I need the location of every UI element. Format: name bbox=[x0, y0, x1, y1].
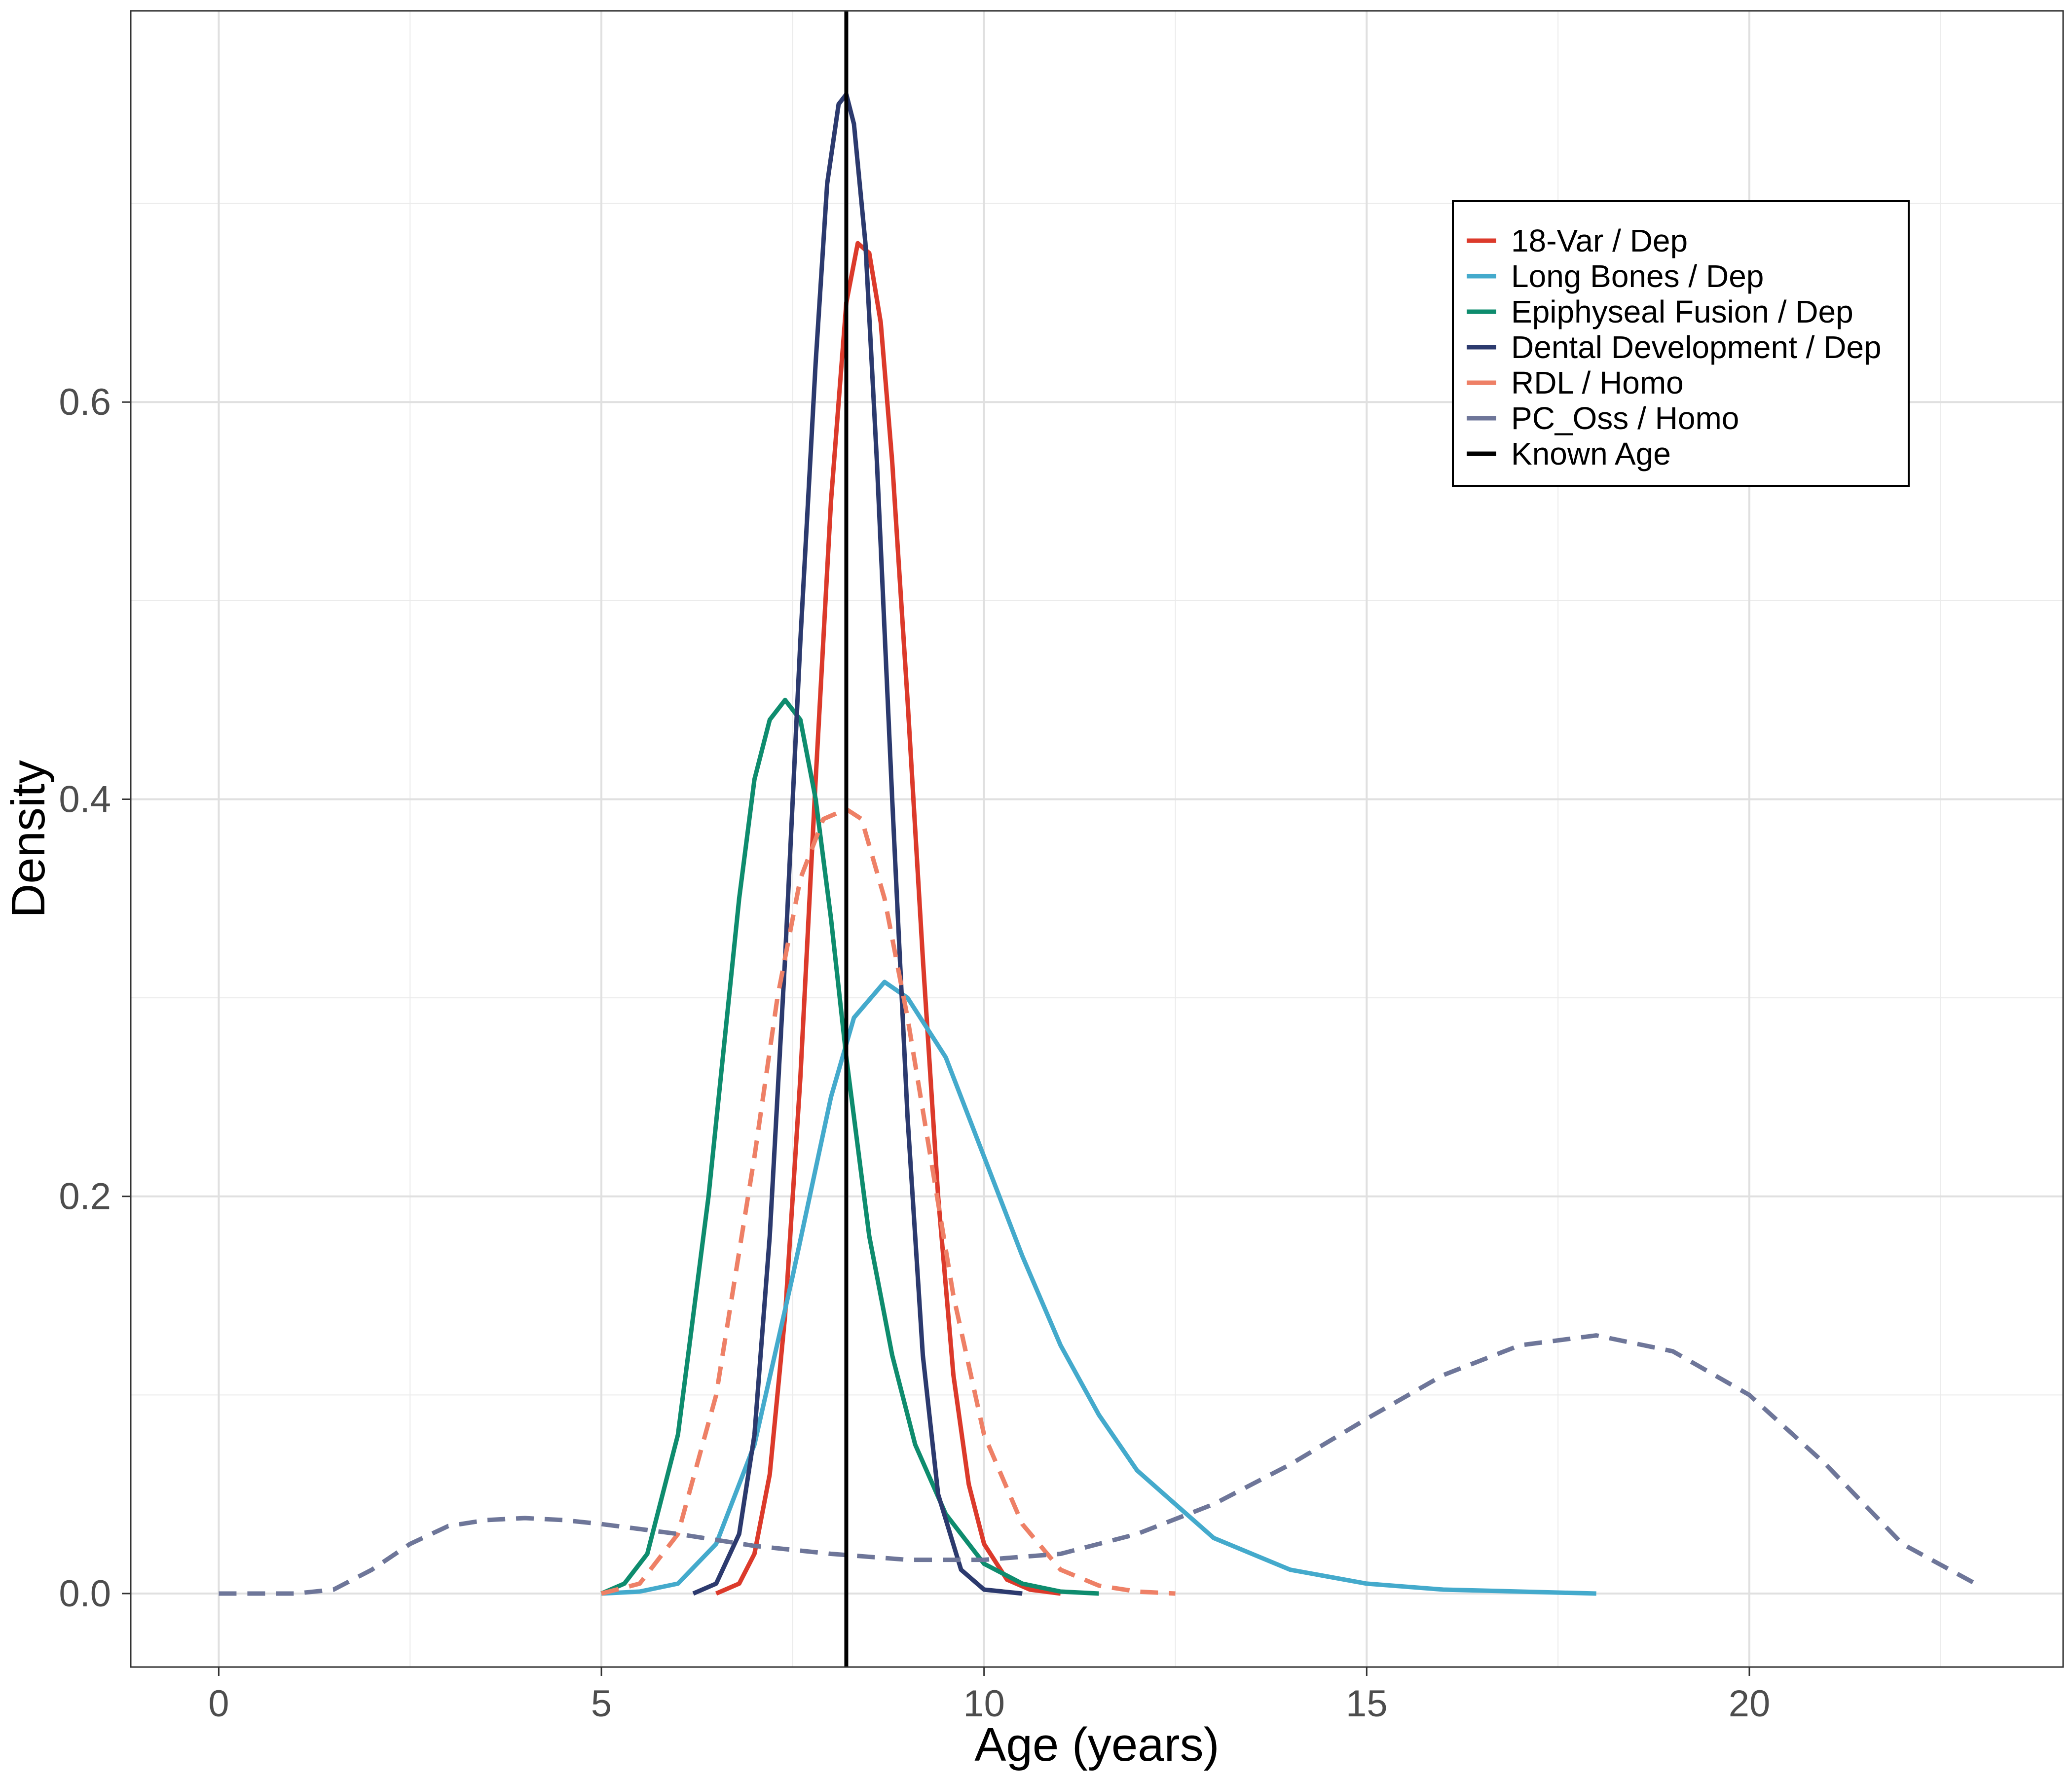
x-tick-label: 10 bbox=[963, 1683, 1005, 1725]
legend-label: Dental Development / Dep bbox=[1511, 329, 1882, 365]
x-tick-label: 15 bbox=[1346, 1683, 1388, 1725]
x-tick-label: 20 bbox=[1729, 1683, 1771, 1725]
series-line-epiphyseal-fusion-dep bbox=[600, 697, 1099, 1596]
y-tick-label: 0.2 bbox=[59, 1176, 111, 1218]
x-tick-label: 5 bbox=[591, 1683, 612, 1725]
legend-box bbox=[1452, 200, 1910, 487]
legend-label: 18-Var / Dep bbox=[1511, 223, 1688, 258]
y-axis-title: Density bbox=[2, 760, 55, 918]
series-line-rdl-homo bbox=[600, 807, 1176, 1596]
legend-label: Known Age bbox=[1511, 436, 1671, 472]
series-line-long-bones-dep bbox=[601, 980, 1596, 1596]
y-tick-label: 0.0 bbox=[59, 1573, 111, 1615]
y-tick-label: 0.4 bbox=[59, 778, 111, 820]
x-axis-title: Age (years) bbox=[974, 1718, 1219, 1771]
legend-label: RDL / Homo bbox=[1511, 365, 1684, 400]
x-tick-label: 0 bbox=[208, 1683, 229, 1725]
y-tick-label: 0.6 bbox=[59, 381, 111, 423]
plot-border bbox=[130, 10, 2064, 1668]
series-line-pc-oss-homo bbox=[219, 1333, 1980, 1596]
legend-label: PC_Oss / Homo bbox=[1511, 400, 1739, 436]
legend-label: Long Bones / Dep bbox=[1511, 258, 1764, 294]
series-line-18-var-dep bbox=[715, 241, 1061, 1596]
legend-label: Epiphyseal Fusion / Dep bbox=[1511, 294, 1853, 329]
